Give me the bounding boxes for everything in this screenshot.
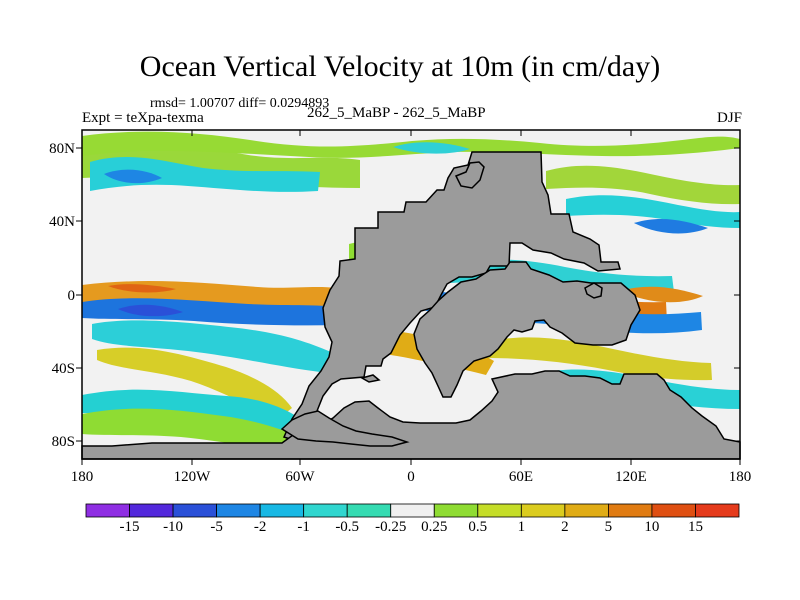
colorbar: -15 -10 -5 -2 -1 -0.5 -0.25 0.25 0.5 1 2 5 10 15 bbox=[85, 503, 740, 535]
comparison-label: 262_5_MaBP - 262_5_MaBP bbox=[307, 105, 486, 121]
y-tick-label: 80S bbox=[52, 434, 75, 450]
colorbar-segment bbox=[216, 503, 261, 518]
colorbar-label: -0.5 bbox=[335, 519, 359, 535]
antarctic-peninsula-landmass bbox=[280, 410, 410, 447]
north-pacific-east-blue-patch bbox=[634, 218, 708, 234]
colorbar-label: 15 bbox=[688, 519, 703, 535]
caribbean-island-landmass bbox=[360, 374, 381, 383]
north-pacific-cyan-band bbox=[90, 157, 320, 192]
colorbar-segment bbox=[259, 503, 305, 518]
colorbar-segment bbox=[390, 503, 435, 518]
colorbar-segment bbox=[346, 503, 392, 518]
experiment-label: Expt = teXpa-texma bbox=[82, 110, 204, 126]
north-pacific-east-cyan-band bbox=[566, 195, 740, 228]
colorbar-segment bbox=[85, 503, 130, 518]
north-pacific-blue-patch bbox=[104, 169, 162, 184]
colorbar-label: -5 bbox=[210, 519, 223, 535]
map-panel bbox=[81, 129, 741, 460]
colorbar-segment bbox=[477, 503, 522, 518]
africa-eurasia-landmass bbox=[413, 261, 641, 398]
colorbar-segment bbox=[651, 503, 696, 518]
x-tick-label: 0 bbox=[407, 469, 415, 485]
colorbar-segment bbox=[172, 503, 217, 518]
colorbar-segment bbox=[129, 503, 174, 518]
chart-title: Ocean Vertical Velocity at 10m (in cm/da… bbox=[139, 50, 661, 83]
colorbar-label: 5 bbox=[605, 519, 613, 535]
colorbar-label: -10 bbox=[163, 519, 183, 535]
western-pacific-orange-patch bbox=[620, 286, 703, 303]
colorbar-label: -0.25 bbox=[375, 519, 406, 535]
x-tick-label: 60W bbox=[285, 469, 315, 485]
southern-indian-yellow-band bbox=[486, 337, 712, 381]
colorbar-segment bbox=[520, 503, 566, 518]
colorbar-label: 0.25 bbox=[421, 519, 447, 535]
x-tick-label: 60E bbox=[509, 469, 533, 485]
rmsd-diff-text: rmsd= 1.00707 diff= 0.0294893 bbox=[150, 96, 330, 111]
equatorial-pacific-orange-ridge bbox=[108, 284, 176, 293]
colorbar-segment bbox=[695, 503, 740, 518]
colorbar-label: 10 bbox=[644, 519, 659, 535]
arctic-cyan-ribbon bbox=[393, 142, 470, 154]
x-tick-label: 120W bbox=[174, 469, 212, 485]
x-tick-label: 120E bbox=[615, 469, 647, 485]
x-tick-label: 180 bbox=[729, 469, 752, 485]
landmasses bbox=[81, 151, 741, 460]
y-tick-label: 0 bbox=[68, 288, 76, 304]
pacific-cyan-band bbox=[92, 320, 331, 372]
colorbar-label: -1 bbox=[297, 519, 310, 535]
colorbar-label: -2 bbox=[254, 519, 267, 535]
colorbar-segment bbox=[564, 503, 609, 518]
greenland-landmass bbox=[454, 161, 485, 189]
colorbar-segment bbox=[608, 503, 653, 518]
equatorial-pacific-blue-ridge bbox=[118, 304, 183, 317]
y-tick-label: 40N bbox=[49, 214, 75, 230]
y-tick-label: 40S bbox=[52, 361, 75, 377]
colorbar-segment bbox=[433, 503, 479, 518]
colorbar-label: 1 bbox=[518, 519, 526, 535]
north-pacific-east-green-band bbox=[546, 165, 740, 205]
americas-landmass bbox=[282, 151, 621, 441]
colorbar-label: -15 bbox=[120, 519, 140, 535]
season-label: DJF bbox=[716, 110, 742, 126]
map-axes: 180 120W 60W 0 60E 120E 180 80N 40N 0 40S 80S bbox=[49, 130, 751, 485]
colorbar-label: 2 bbox=[561, 519, 569, 535]
new-guinea-landmass bbox=[584, 282, 603, 299]
x-tick-label: 180 bbox=[71, 469, 94, 485]
y-tick-label: 80N bbox=[49, 141, 75, 157]
colorbar-segment bbox=[303, 503, 348, 518]
colorbar-label: 0.5 bbox=[468, 519, 487, 535]
